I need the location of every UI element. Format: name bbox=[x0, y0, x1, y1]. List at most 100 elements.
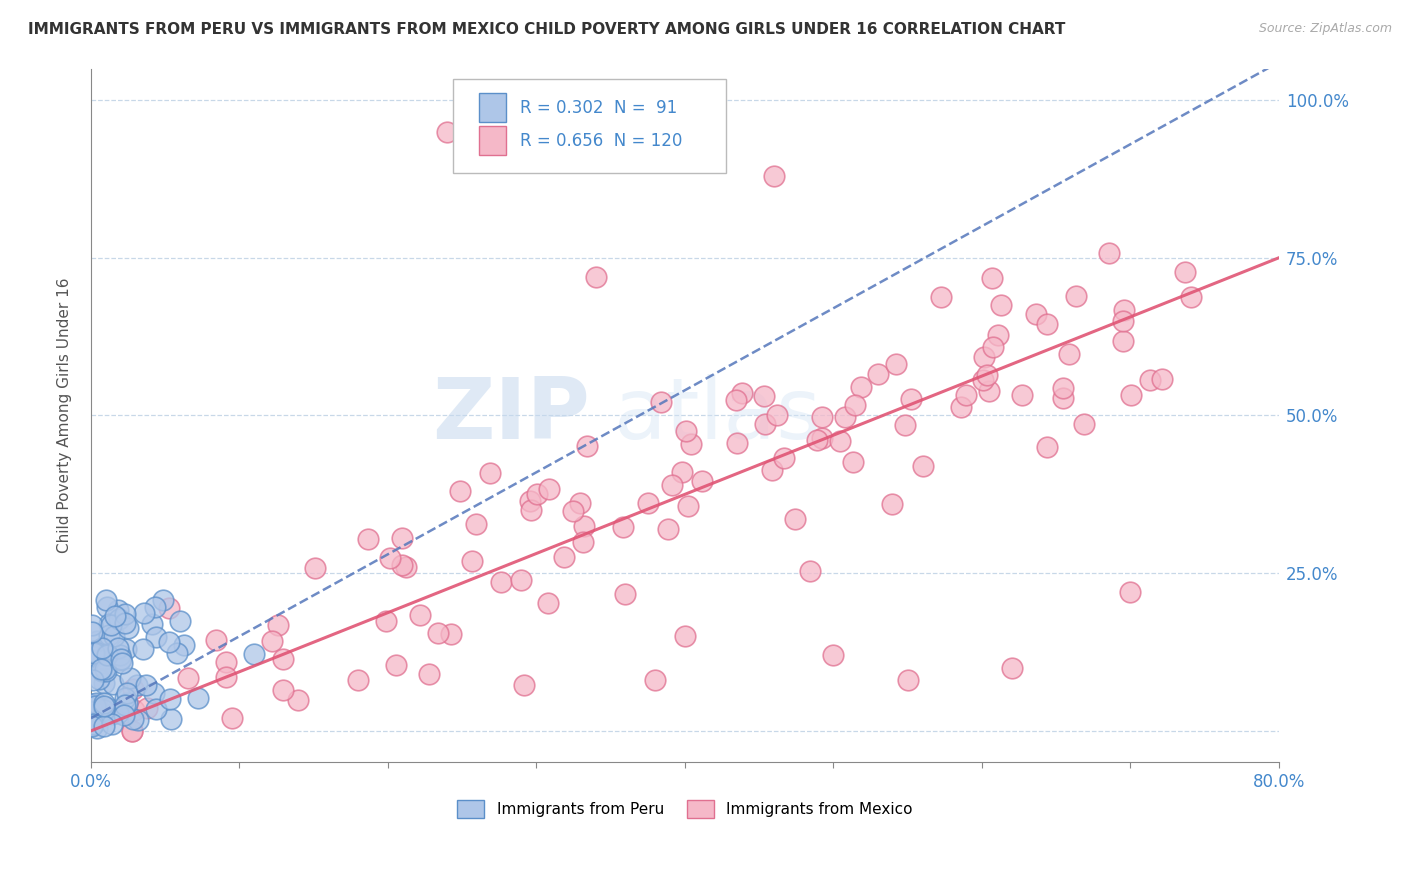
Point bbox=[1119, 388, 1142, 402]
Point bbox=[882, 497, 904, 511]
Point bbox=[1057, 347, 1080, 361]
Point bbox=[82, 618, 104, 632]
Point bbox=[108, 612, 131, 626]
Point bbox=[418, 666, 440, 681]
Point bbox=[844, 398, 866, 412]
Point bbox=[121, 723, 143, 738]
Point bbox=[510, 573, 533, 587]
Text: ZIP: ZIP bbox=[432, 374, 591, 457]
Point bbox=[1112, 314, 1135, 328]
Point bbox=[114, 607, 136, 622]
Y-axis label: Child Poverty Among Girls Under 16: Child Poverty Among Girls Under 16 bbox=[58, 277, 72, 553]
Point bbox=[173, 638, 195, 652]
Point bbox=[143, 599, 166, 614]
Point bbox=[1139, 374, 1161, 388]
Point bbox=[650, 394, 672, 409]
Point bbox=[94, 665, 117, 679]
Point bbox=[96, 648, 118, 663]
Point bbox=[80, 713, 103, 727]
Point bbox=[1150, 372, 1173, 386]
Point bbox=[730, 386, 752, 401]
Point bbox=[449, 484, 471, 499]
Point bbox=[357, 532, 380, 546]
Point bbox=[107, 706, 129, 721]
Point bbox=[461, 554, 484, 568]
Point bbox=[811, 410, 834, 425]
Point bbox=[894, 418, 917, 433]
Point bbox=[110, 648, 132, 663]
Point bbox=[287, 693, 309, 707]
Point bbox=[572, 519, 595, 533]
Point bbox=[761, 463, 783, 477]
Point bbox=[86, 721, 108, 735]
Point bbox=[141, 616, 163, 631]
Point bbox=[513, 678, 536, 692]
Point bbox=[111, 656, 134, 670]
Point bbox=[1073, 417, 1095, 432]
Point bbox=[103, 629, 125, 643]
Point bbox=[690, 474, 713, 488]
Point bbox=[82, 673, 104, 687]
Point bbox=[772, 451, 794, 466]
Point bbox=[900, 392, 922, 406]
Point bbox=[80, 624, 103, 639]
Point bbox=[783, 511, 806, 525]
Point bbox=[676, 500, 699, 514]
Point bbox=[84, 698, 107, 713]
Point bbox=[1112, 334, 1135, 348]
Point bbox=[127, 713, 149, 727]
Point bbox=[93, 652, 115, 666]
Point bbox=[135, 678, 157, 692]
Point bbox=[215, 655, 238, 669]
Point bbox=[1036, 317, 1059, 331]
Point bbox=[426, 626, 449, 640]
Point bbox=[82, 717, 104, 731]
Point bbox=[1052, 381, 1074, 395]
Point bbox=[520, 502, 543, 516]
Point bbox=[80, 715, 103, 730]
Point bbox=[661, 478, 683, 492]
Point bbox=[93, 703, 115, 717]
Point bbox=[160, 712, 183, 726]
Point bbox=[834, 410, 856, 425]
Point bbox=[82, 707, 104, 722]
Point bbox=[121, 712, 143, 726]
Point bbox=[94, 660, 117, 674]
Point bbox=[94, 592, 117, 607]
Point bbox=[347, 673, 370, 688]
Point bbox=[612, 520, 634, 534]
Point bbox=[114, 690, 136, 705]
Point bbox=[89, 673, 111, 687]
Point bbox=[1119, 585, 1142, 599]
Point bbox=[271, 682, 294, 697]
Point bbox=[752, 389, 775, 403]
Point bbox=[97, 700, 120, 714]
Point bbox=[157, 635, 180, 649]
Point bbox=[104, 609, 127, 624]
Point bbox=[86, 698, 108, 713]
Point bbox=[585, 269, 607, 284]
Point bbox=[262, 634, 284, 648]
Point bbox=[811, 431, 834, 445]
Point bbox=[575, 440, 598, 454]
Point bbox=[118, 671, 141, 685]
Point bbox=[526, 487, 548, 501]
Text: R = 0.656  N = 120: R = 0.656 N = 120 bbox=[520, 132, 682, 151]
Point bbox=[754, 417, 776, 431]
Point bbox=[83, 699, 105, 714]
Point bbox=[101, 676, 124, 690]
Point bbox=[93, 676, 115, 690]
Point bbox=[799, 564, 821, 578]
Point bbox=[86, 634, 108, 648]
Point bbox=[931, 290, 953, 304]
Point bbox=[391, 558, 413, 572]
Point bbox=[157, 600, 180, 615]
Point bbox=[1052, 391, 1074, 405]
Point bbox=[657, 522, 679, 536]
Point bbox=[990, 298, 1012, 312]
Point bbox=[91, 641, 114, 656]
Text: Source: ZipAtlas.com: Source: ZipAtlas.com bbox=[1258, 22, 1392, 36]
FancyBboxPatch shape bbox=[453, 78, 727, 173]
Point bbox=[897, 673, 920, 688]
Point bbox=[159, 691, 181, 706]
